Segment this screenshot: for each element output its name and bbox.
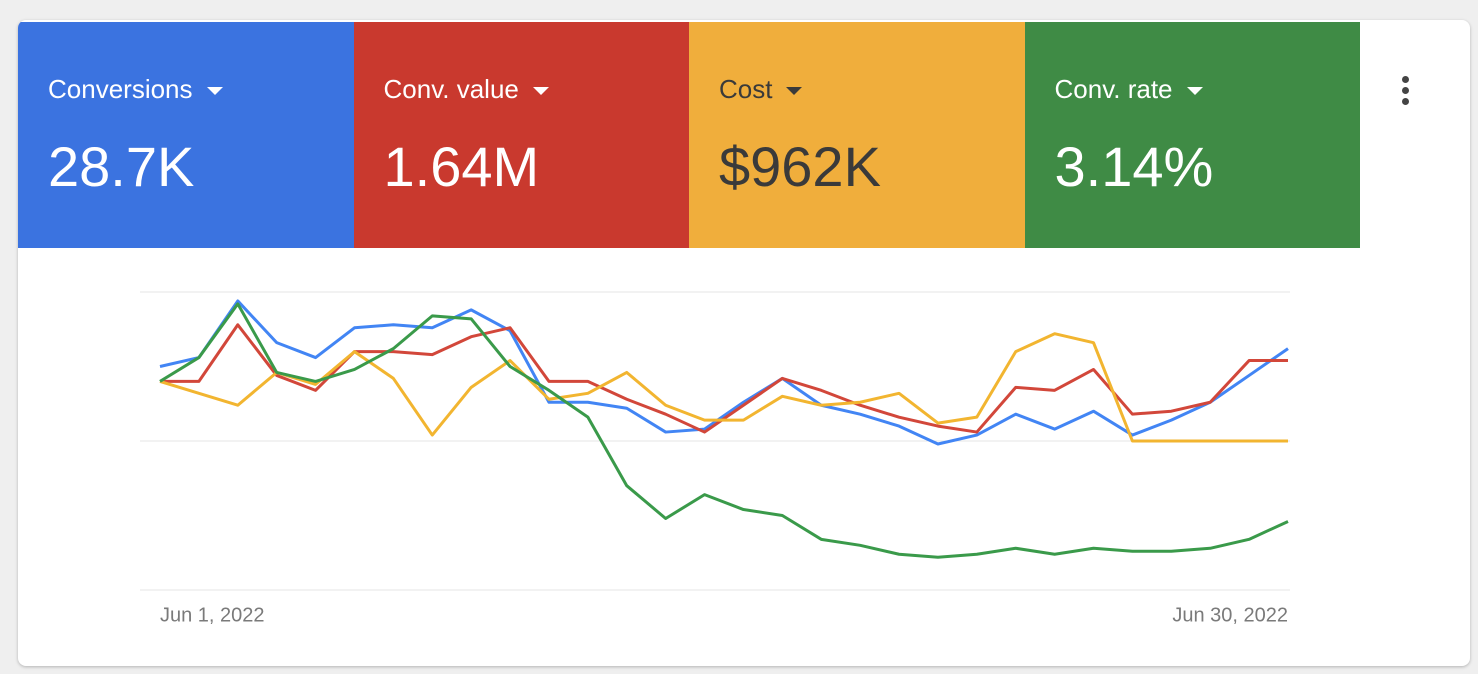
x-tick-label: Jun 1, 2022 <box>160 604 265 626</box>
series-line <box>159 332 1288 443</box>
dropdown-caret[interactable] <box>786 87 803 96</box>
metric-tile[interactable]: Conv. value 1.64M <box>353 22 689 248</box>
series-line <box>159 302 1289 559</box>
metric-value: 28.7K <box>48 135 195 198</box>
metric-tile[interactable]: Conversions 28.7K <box>18 22 354 248</box>
metric-name: Conv. value <box>383 74 519 104</box>
x-tick-label: Jun 30, 2022 <box>1172 604 1288 626</box>
dropdown-caret[interactable] <box>532 87 549 96</box>
metric-tile[interactable]: Conv. rate 3.14% <box>1024 22 1360 248</box>
metric-tiles: Conversions 28.7K Conv. value 1.64M Cost $962… <box>18 22 1360 248</box>
chart: Jun 1, 2022 Jun 30, 2022 <box>140 291 1290 626</box>
metric-value: 1.64M <box>383 135 540 198</box>
dropdown-caret[interactable] <box>206 87 223 96</box>
series-line <box>159 299 1289 446</box>
dropdown-caret[interactable] <box>1186 87 1203 96</box>
metric-value: 3.14% <box>1054 135 1214 198</box>
metric-name: Conv. rate <box>1054 74 1173 104</box>
metric-name: Conversions <box>48 74 193 104</box>
metric-label[interactable]: Conversions <box>48 74 223 105</box>
metric-label[interactable]: Cost <box>719 74 803 105</box>
metric-tile[interactable]: Cost $962K <box>689 22 1025 248</box>
metric-label[interactable]: Conv. value <box>384 74 549 105</box>
metric-label[interactable]: Conv. rate <box>1055 74 1203 105</box>
performance-card: Conversions 28.7K Conv. value 1.64M Cost $962… <box>18 20 1470 666</box>
more-menu[interactable] <box>1402 76 1410 109</box>
metric-value: $962K <box>719 135 881 198</box>
metric-name: Cost <box>719 74 773 104</box>
